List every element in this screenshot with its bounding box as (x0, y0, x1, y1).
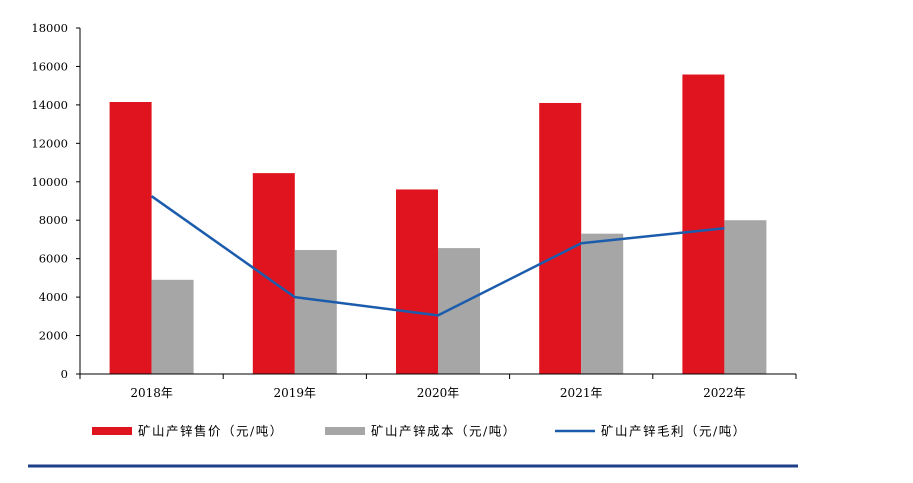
line-layer (150, 195, 725, 317)
bar-series-0-2 (396, 189, 438, 374)
bar-series-0-1 (252, 173, 295, 374)
legend-item-1: 矿山产锌成本（元/吨） (325, 424, 517, 439)
y-ticks: 0 2000 4000 6000 8000 10000 12000 14000 16000 180… (31, 21, 80, 381)
x-ticks: 2018年 2019年 2020年 2021年 2022年 (79, 374, 797, 400)
legend-label-0: 矿山产锌售价（元/吨） (138, 424, 284, 439)
y-tick-label-3: 6000 (39, 252, 68, 266)
bar-series-0-0 (109, 102, 152, 374)
x-category-label-3: 2021年 (560, 386, 603, 400)
y-tick-label-4: 8000 (39, 213, 68, 227)
x-category-label-4: 2022年 (703, 386, 746, 400)
y-tick-label-9: 18000 (31, 21, 68, 35)
bar-series-1-0 (151, 279, 194, 374)
legend-swatch-1 (325, 427, 365, 435)
x-category-label-0: 2018年 (130, 386, 173, 400)
legend-item-0: 矿山产锌售价（元/吨） (92, 424, 284, 439)
y-tick-label-5: 10000 (31, 175, 68, 189)
legend-label-2: 矿山产锌毛利（元/吨） (601, 424, 747, 439)
bar-series-0-4 (682, 74, 725, 375)
bars-layer (109, 74, 767, 375)
y-tick-label-7: 14000 (31, 98, 68, 112)
legend: 矿山产锌售价（元/吨） 矿山产锌成本（元/吨） 矿山产锌毛利（元/吨） (92, 424, 747, 439)
legend-item-2: 矿山产锌毛利（元/吨） (555, 424, 747, 439)
bar-series-1-1 (294, 250, 337, 374)
y-tick-label-2: 4000 (39, 290, 68, 304)
y-tick-label-8: 16000 (31, 59, 68, 73)
x-category-label-2: 2020年 (417, 386, 460, 400)
y-tick-label-1: 2000 (39, 329, 68, 343)
legend-label-1: 矿山产锌成本（元/吨） (371, 424, 517, 439)
y-tick-label-0: 0 (61, 367, 68, 381)
bar-series-1-3 (581, 233, 624, 374)
x-category-label-1: 2019年 (274, 386, 317, 400)
y-tick-label-6: 12000 (31, 136, 68, 150)
axes-layer (79, 28, 796, 375)
legend-swatch-0 (92, 427, 132, 435)
bar-series-1-4 (724, 220, 767, 374)
bar-series-0-3 (539, 102, 582, 374)
